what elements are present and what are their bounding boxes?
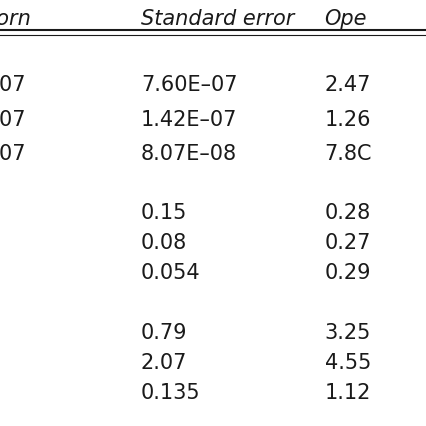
Text: .–07: .–07 (0, 75, 26, 95)
Text: horn: horn (0, 9, 31, 29)
Text: 7.8C: 7.8C (324, 144, 371, 163)
Text: .–07: .–07 (0, 109, 26, 129)
Text: 1.12: 1.12 (324, 382, 370, 402)
Text: 0.29: 0.29 (324, 263, 370, 282)
Text: 7.60E–07: 7.60E–07 (141, 75, 237, 95)
Text: 4.55: 4.55 (324, 352, 370, 372)
Text: 0.135: 0.135 (141, 382, 200, 402)
Text: 0.15: 0.15 (141, 203, 187, 223)
Text: 2.47: 2.47 (324, 75, 370, 95)
Text: 8.07E–08: 8.07E–08 (141, 144, 236, 163)
Text: 0.054: 0.054 (141, 263, 200, 282)
Text: 3.25: 3.25 (324, 322, 370, 342)
Text: 1.42E–07: 1.42E–07 (141, 109, 237, 129)
Text: 0.28: 0.28 (324, 203, 370, 223)
Text: 0.79: 0.79 (141, 322, 187, 342)
Text: 0.08: 0.08 (141, 233, 187, 253)
Text: 0.27: 0.27 (324, 233, 370, 253)
Text: Standard error: Standard error (141, 9, 294, 29)
Text: 2.07: 2.07 (141, 352, 187, 372)
Text: Ope: Ope (324, 9, 366, 29)
Text: 1.26: 1.26 (324, 109, 370, 129)
Text: .–07: .–07 (0, 144, 26, 163)
